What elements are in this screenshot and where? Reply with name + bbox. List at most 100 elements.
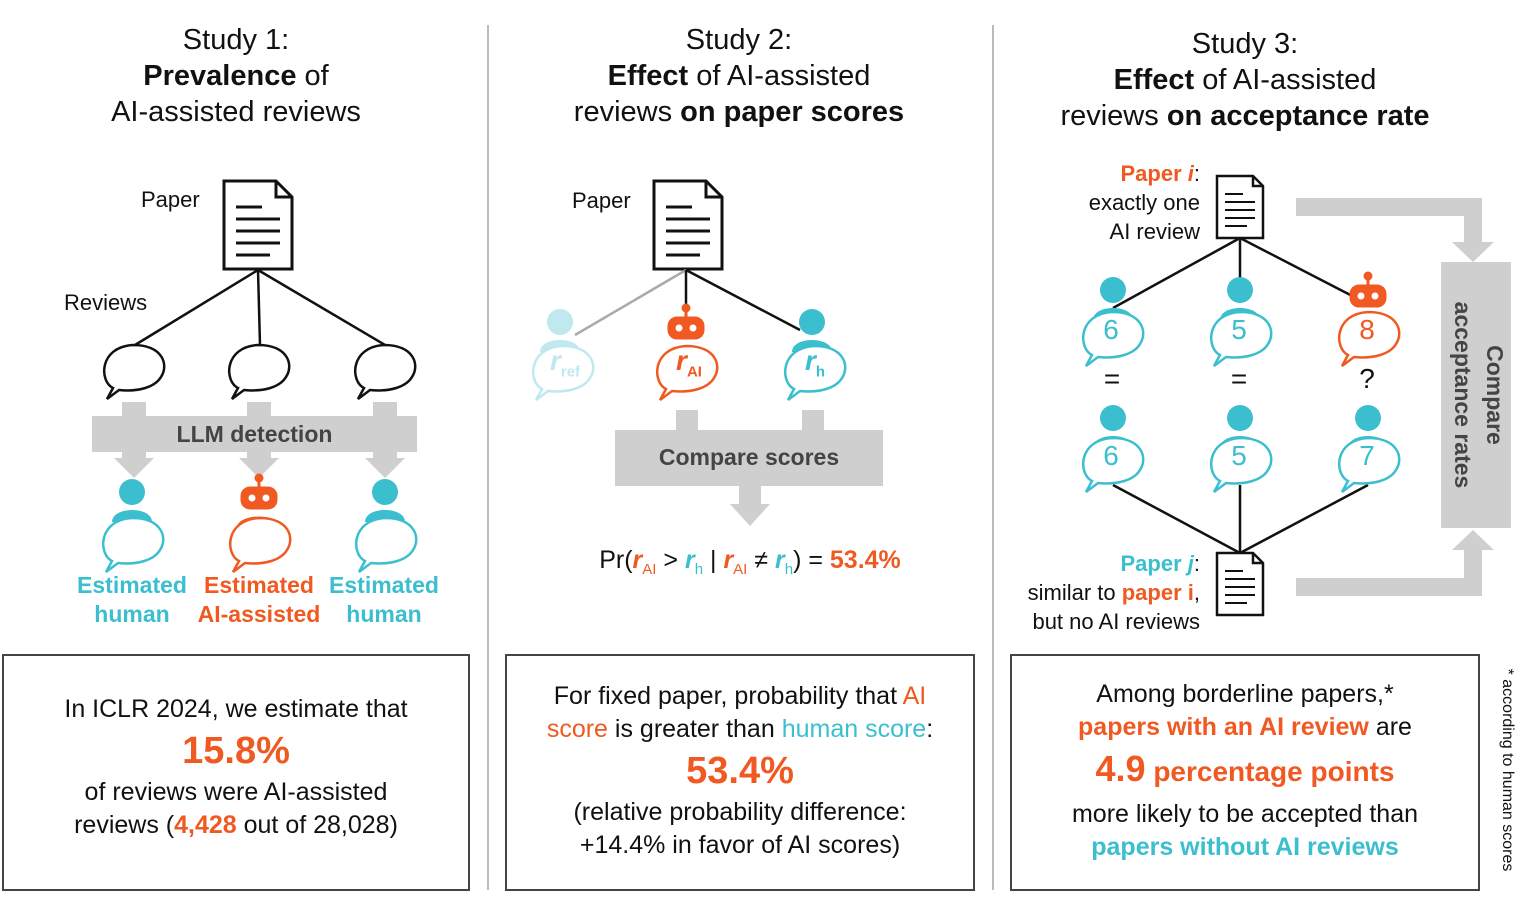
study1-human-bubble-2 [354,516,418,574]
study1-review-bubble-1 [102,343,166,401]
study3-box-line4: more likely to be accepted than [1071,800,1419,828]
study1-caption-3-line1: Estimated [329,572,439,598]
study2-pr-bar: | [703,546,724,574]
study3-score-bottom-2: 5 [1231,440,1247,471]
study2-ai-sub: AI [686,363,702,381]
study3-paper-j-line2c: , [1193,580,1200,605]
study3-paper-j-line3: but no AI reviews [1032,609,1200,634]
study1-box-line3: of reviews were AI-assisted [84,778,388,806]
study1-title-line3: AI-assisted reviews [111,96,361,128]
study3-title-bold2: on acceptance rate [1166,100,1430,132]
study3-eq-3: ? [1359,363,1375,394]
study2-compare-bar [615,410,883,526]
study2-box-line1-text: For fixed paper, probability that [553,682,898,710]
study2-pr-r2: r [684,546,695,574]
study3-paper-i-line1: Paper i: [1040,159,1200,188]
study2-pr-eq: ) = [793,546,830,574]
study3-score-top-2: 5 [1231,314,1247,345]
study3-box-big: 4.9 percentage points [1012,744,1478,798]
study2-box-line2: score is greater than human score: [507,713,973,746]
study3-title: Study 3: Effect of AI-assisted reviews o… [1025,26,1465,134]
study2-box-big: 53.4% [686,750,794,792]
study2-box-ai: AI [902,682,927,710]
study1-llm-detection-bar [92,402,417,478]
study2-title-rest1: of AI-assisted [688,60,871,92]
study2-pr-r3: r [723,546,734,574]
study1-caption-2-line1: Estimated [204,572,314,598]
study3-box-big-unit: percentage points [1145,756,1395,787]
study2-box-line1: For fixed paper, probability that AI [507,680,973,713]
study2-box-line4: (relative probability difference: [573,798,907,826]
study1-caption-ai: Estimated AI-assisted [179,571,339,629]
study1-caption-1-line1: Estimated [77,572,187,598]
study3-title-line1: Study 3: [1191,28,1299,60]
study3-paper-j-icon [1215,551,1265,617]
study2-title: Study 2: Effect of AI-assisted reviews o… [519,22,959,130]
study1-caption-1-line2: human [94,601,170,627]
study3-score-bottom-1: 6 [1103,440,1119,471]
study3-eq-1: = [1103,363,1121,394]
study3-paper-j-line2b: paper i [1121,580,1194,605]
study3-paper-j-line2a: similar to [1027,580,1122,605]
study3-box-big-num: 4.9 [1095,748,1146,789]
study3-paper-j-word: Paper [1120,551,1188,576]
study3-paper-i-line2: exactly one [1088,190,1200,215]
study2-pr-h1: h [694,561,704,578]
study1-box-big: 15.8% [182,730,290,772]
study2-box-line5: +14.4% in favor of AI scores) [579,831,901,859]
study3-paper-i-word: Paper [1120,161,1188,186]
study2-ref-sub: ref [560,363,581,381]
study1-box-line1: In ICLR 2024, we estimate that [64,695,408,723]
study1-summary-box: In ICLR 2024, we estimate that 15.8% of … [2,654,470,891]
study2-paper-icon [652,179,724,271]
study2-title-rest2: reviews [573,96,681,128]
study2-ref-label: rref [540,345,590,381]
study2-pr-value: 53.4% [829,546,901,574]
study2-pr-h2: h [784,561,794,578]
study1-title-rest: of [296,60,329,92]
study2-compare-label: Compare scores [658,444,840,470]
study3-paper-j-line2: similar to paper i, [1000,578,1200,607]
study1-paper-label: Paper [141,187,200,212]
study1-title-bold: Prevalence [143,60,297,92]
study1-paper-icon [222,179,294,271]
study1-caption-3-line2: human [346,601,422,627]
study1-title-line2: Prevalence of [16,58,456,94]
study3-score-top-3: 8 [1359,314,1375,345]
study2-title-line1: Study 2: [685,24,793,56]
study1-caption-human-1: Estimated human [52,571,212,629]
study2-pr-gt: > [656,546,685,574]
study3-paper-i-label: Paper i: exactly one AI review [1040,159,1200,246]
study3-paper-i-var: i [1187,161,1194,186]
study3-paper-i-line3: AI review [1109,219,1200,244]
study3-box-line2a: papers with an AI review [1078,713,1369,741]
study2-summary-box: For fixed paper, probability that AI sco… [505,654,975,891]
study2-pr-r4: r [774,546,785,574]
study3-eq-2: = [1230,363,1248,394]
study3-paper-i-icon [1215,174,1265,240]
study3-box-line2: papers with an AI review are [1012,711,1478,744]
study3-compare-bar [1296,198,1511,596]
study2-ref-r: r [549,345,561,376]
study1-llm-detection-label: LLM detection [176,421,333,447]
study2-title-bold2: on paper scores [680,96,905,128]
study3-title-bold1: Effect [1113,64,1195,96]
study2-title-line2: Effect of AI-assisted [519,58,959,94]
study3-paper-i-colon: : [1193,161,1200,186]
study2-pr-ne: ≠ [747,546,775,574]
study2-box-colon: : [926,715,934,743]
study2-pr-prefix: Pr( [599,546,633,574]
study1-ai-bubble [228,516,292,574]
study1-human-bubble-1 [101,516,165,574]
study3-paper-j-var: j [1187,551,1194,576]
study1-reviews-label: Reviews [64,290,148,315]
study3-title-rest2: reviews [1060,100,1167,132]
study3-score-top-1: 6 [1103,314,1119,345]
study2-human-sub: h [815,363,826,381]
study1-review-bubble-2 [227,343,291,401]
study3-compare-line2: acceptance rates [1450,301,1476,489]
study2-ai-r: r [676,345,687,376]
study2-box-mid: is greater than [607,715,782,743]
study2-pr-r1: r [632,546,643,574]
